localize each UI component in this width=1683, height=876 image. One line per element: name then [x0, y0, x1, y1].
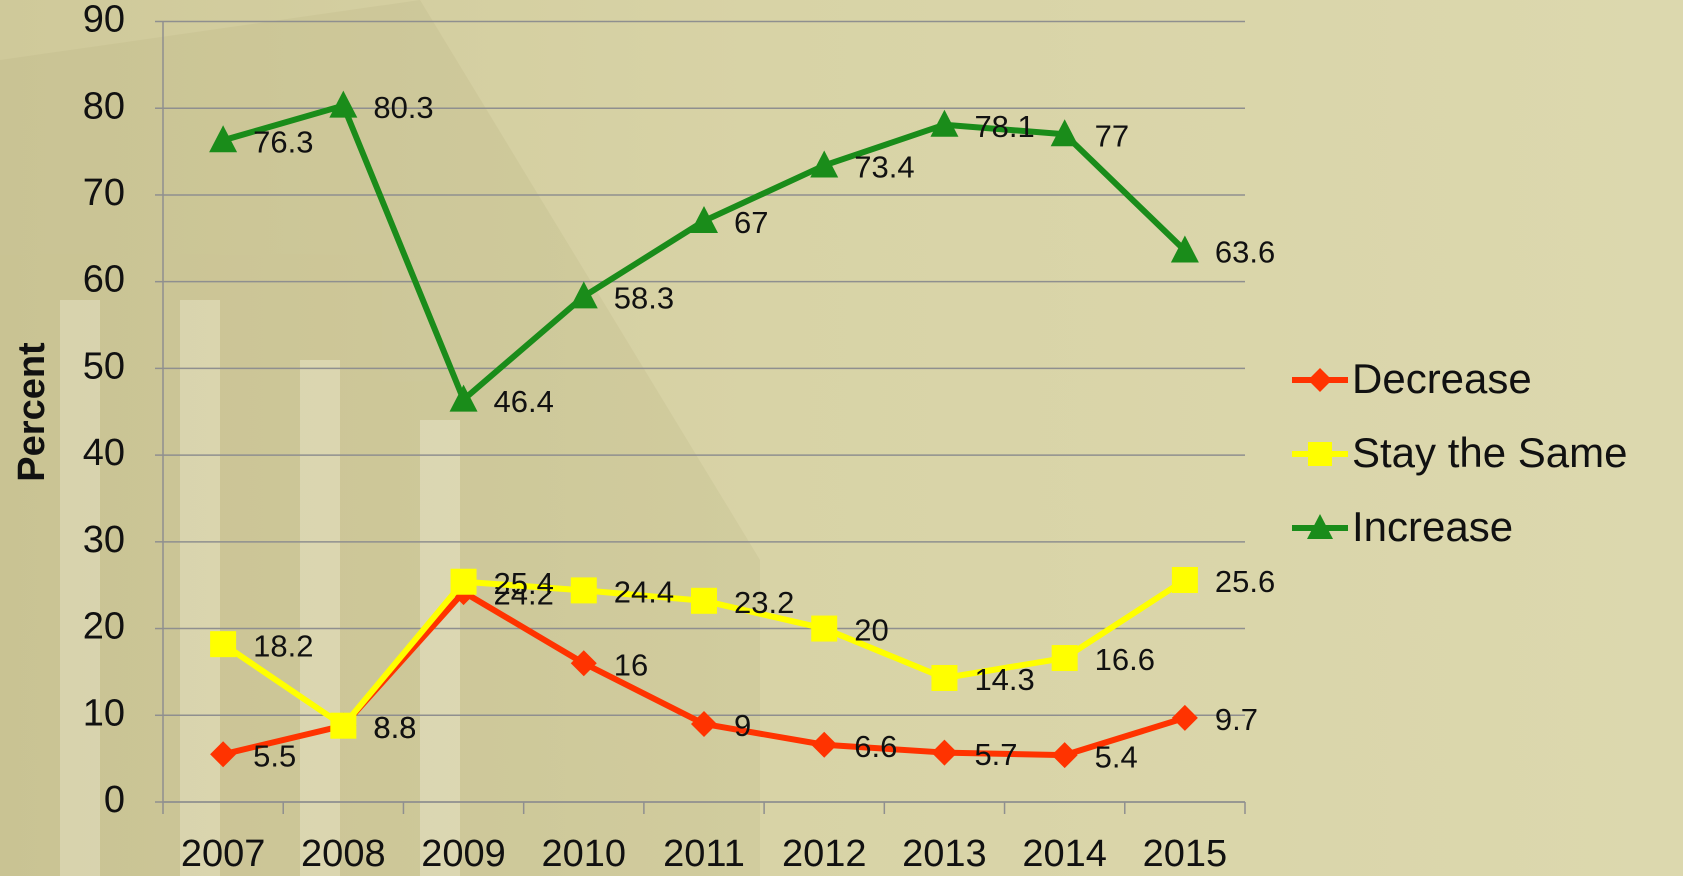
data-label: 9.7 [1215, 702, 1258, 737]
x-tick-label: 2012 [782, 833, 867, 875]
marker [330, 712, 357, 739]
data-label: 25.6 [1215, 564, 1275, 599]
x-tick-label: 2013 [902, 833, 987, 875]
y-tick-label: 20 [83, 606, 125, 648]
legend-label: Increase [1352, 503, 1513, 550]
data-label: 63.6 [1215, 235, 1275, 270]
legend-label: Decrease [1352, 355, 1532, 402]
x-tick-label: 2011 [663, 833, 745, 875]
y-tick-label: 10 [83, 692, 125, 734]
marker [450, 568, 477, 595]
data-label: 76.3 [253, 124, 313, 159]
data-label: 80.3 [373, 90, 433, 125]
data-label: 20 [854, 613, 888, 648]
marker [691, 710, 717, 737]
marker [569, 281, 598, 309]
marker [1051, 645, 1078, 672]
marker [690, 205, 718, 233]
data-label: 9 [734, 708, 751, 743]
y-axis-label: Percent [11, 342, 53, 482]
marker [810, 150, 839, 178]
x-tick-label: 2014 [1022, 833, 1107, 875]
data-label: 5.7 [974, 737, 1017, 772]
y-tick-label: 60 [83, 259, 125, 301]
data-label: 77 [1095, 118, 1129, 153]
data-label: 46.4 [494, 384, 554, 419]
y-tick-label: 0 [104, 779, 125, 821]
marker [570, 650, 597, 677]
y-tick-label: 50 [83, 345, 125, 387]
y-tick-label: 90 [83, 0, 125, 41]
data-label: 16.6 [1095, 642, 1155, 677]
data-label: 73.4 [854, 150, 914, 185]
marker [209, 125, 238, 153]
y-tick-label: 80 [83, 85, 125, 127]
marker [449, 384, 478, 412]
marker [1307, 514, 1333, 539]
data-label: 23.2 [734, 585, 794, 620]
series: 76.3 80.3 46.4 58.3 67 73.4 78.1 77 63.6 [209, 90, 1275, 419]
series: 18.2 8.8 25.4 24.4 23.2 20 14.3 16.6 25.6 [210, 564, 1275, 745]
data-label: 78.1 [974, 109, 1034, 144]
data-label: 6.6 [854, 729, 897, 764]
data-label: 58.3 [614, 281, 674, 316]
marker [329, 90, 358, 118]
data-label: 18.2 [253, 628, 313, 663]
data-label: 8.8 [373, 710, 416, 745]
data-label: 67 [734, 205, 768, 240]
x-tick-label: 2009 [421, 833, 506, 875]
marker [1170, 235, 1199, 263]
data-label: 8.8 [373, 710, 416, 745]
legend-label: Stay the Same [1352, 429, 1627, 476]
data-label: 5.4 [1095, 739, 1138, 774]
marker [930, 109, 959, 137]
marker [1051, 742, 1078, 769]
marker [1308, 442, 1332, 466]
data-label: 24.4 [614, 575, 674, 610]
data-label: 5.5 [253, 738, 296, 773]
marker [210, 631, 237, 658]
marker [1171, 704, 1198, 731]
data-label: 25.4 [494, 566, 554, 601]
data-label: 14.3 [974, 662, 1034, 697]
x-tick-label: 2007 [181, 833, 266, 875]
marker [691, 587, 717, 614]
y-tick-label: 30 [83, 519, 125, 561]
marker [931, 664, 958, 691]
x-tick-label: 2008 [301, 833, 386, 875]
marker [570, 577, 597, 604]
y-tick-label: 40 [83, 432, 125, 474]
marker [1308, 368, 1332, 392]
marker [210, 741, 237, 768]
marker [931, 739, 958, 766]
marker [811, 615, 838, 642]
marker [1050, 119, 1079, 147]
marker [811, 731, 838, 758]
marker [1171, 566, 1198, 593]
data-label: 16 [614, 647, 648, 682]
y-tick-label: 70 [83, 172, 125, 214]
x-tick-label: 2010 [542, 833, 627, 875]
x-tick-label: 2015 [1143, 833, 1228, 875]
